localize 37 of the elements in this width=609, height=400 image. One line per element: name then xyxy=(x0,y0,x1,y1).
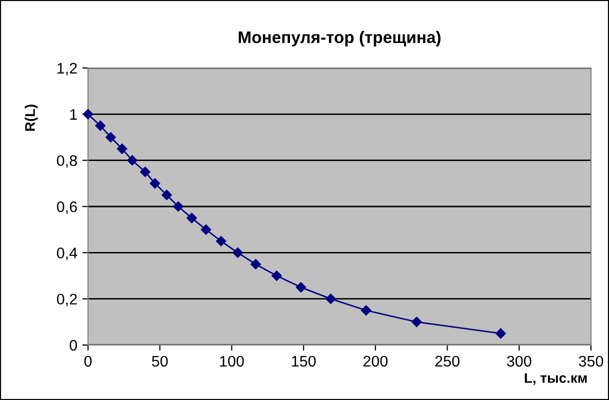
x-tick-label: 350 xyxy=(578,356,604,367)
point xyxy=(162,190,172,200)
point xyxy=(116,144,128,154)
point xyxy=(326,294,336,304)
x-tick-label: 100 xyxy=(220,356,244,367)
point xyxy=(360,305,372,316)
point xyxy=(140,166,150,177)
y-tick-label: 0,6 xyxy=(56,201,77,214)
x-tick-label: 300 xyxy=(506,356,532,367)
y-tick-label: 0,2 xyxy=(56,294,77,306)
point xyxy=(127,155,138,166)
y-tick-label: 1 xyxy=(70,109,77,120)
y-axis-title: R(L) xyxy=(24,104,38,131)
x-tick-label: 50 xyxy=(152,356,168,367)
x-tick-label: 200 xyxy=(363,356,388,367)
point xyxy=(106,132,116,142)
point xyxy=(216,236,226,246)
point xyxy=(250,259,261,270)
y-tick-label: 0,4 xyxy=(56,248,78,260)
point xyxy=(296,282,306,292)
point xyxy=(232,248,243,258)
x-tick-label: 250 xyxy=(435,356,460,367)
y-tick-label: 1,2 xyxy=(58,62,77,76)
point xyxy=(496,328,506,339)
y-tick-label: 0 xyxy=(70,340,77,351)
point xyxy=(200,224,212,235)
point xyxy=(412,316,422,328)
point xyxy=(272,270,282,281)
chart-title: Монепуля-тор (трещина) xyxy=(238,30,440,46)
point xyxy=(186,212,197,224)
x-tick-label: 150 xyxy=(292,356,316,367)
x-tick-label: 0 xyxy=(84,356,92,367)
point xyxy=(173,201,184,212)
x-axis-title: L, тыс.км xyxy=(524,373,587,385)
point xyxy=(95,120,106,131)
point xyxy=(150,178,160,189)
y-tick-label: 0,8 xyxy=(56,155,77,168)
